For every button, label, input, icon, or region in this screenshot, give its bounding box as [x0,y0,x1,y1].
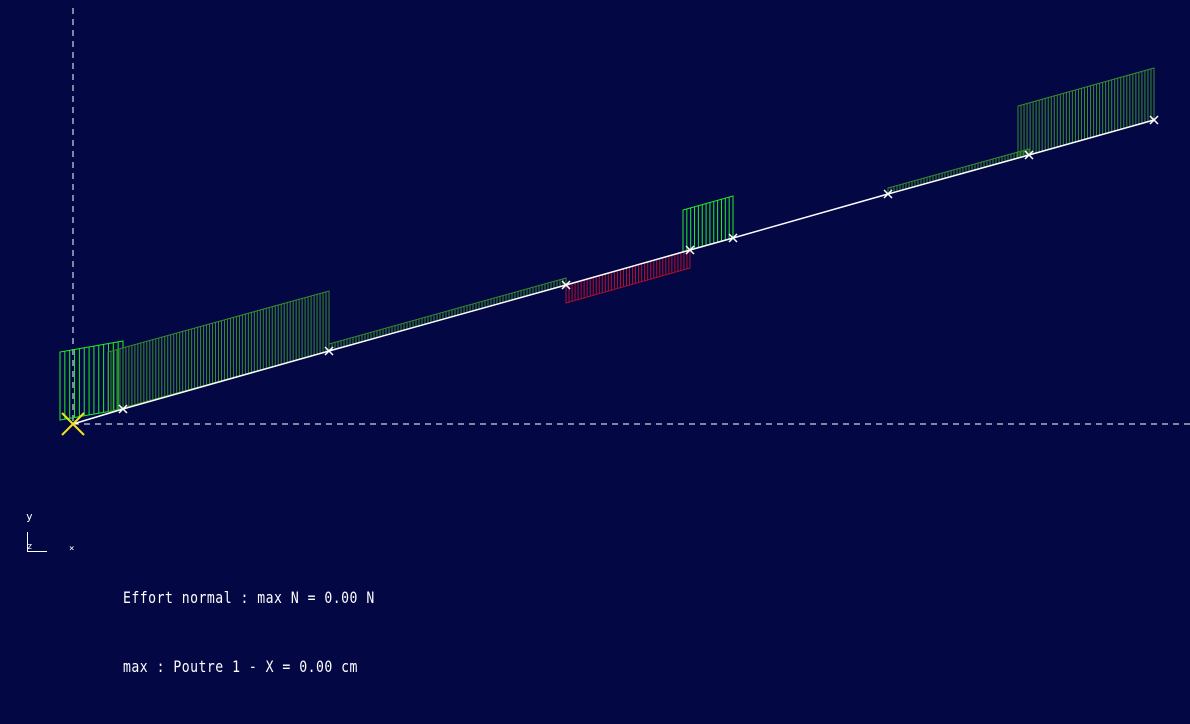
node-cross-icon [1149,115,1159,125]
status-line-max: max : Poutre 1 - X = 0.00 cm [123,657,358,676]
diagram-segment-6 [887,148,1030,195]
triad-y-label: y [26,510,33,523]
node-cross-icon [685,245,695,255]
triad-x-label: × [69,544,75,554]
axes-triad: y z × [18,508,88,558]
graphics-viewport[interactable]: y z × Effort normal : max N = 0.00 N max… [0,0,1190,676]
node-cross-icon [561,280,571,290]
diagram-segment-3 [565,249,691,304]
triad-x-axis-line [27,551,47,552]
diagram-outline [59,340,124,421]
origin-cross-icon [61,412,85,436]
triad-z-label: z [27,542,33,552]
diagram-outline [1017,67,1155,159]
normal-force-diagram [59,67,1155,421]
beam-line[interactable] [72,119,1155,425]
node-cross-icon [728,233,738,243]
diagram-segment-7 [1017,67,1155,159]
beam-nodes [118,115,1159,414]
node-cross-icon [1024,150,1034,160]
beam-polyline[interactable] [72,119,1155,425]
diagram-segment-2 [328,277,567,352]
structure-scene[interactable] [0,0,1190,593]
node-cross-icon [324,346,334,356]
node-cross-icon [883,189,893,199]
diagram-segment-4 [682,195,734,253]
diagram-segment-1 [107,290,330,413]
triad-y-axis-line [27,532,28,552]
result-status-text: Effort normal : max N = 0.00 N max : Pou… [123,540,375,724]
status-line-effort: Effort normal : max N = 0.00 N [123,588,375,607]
node-cross-icon [118,404,128,414]
